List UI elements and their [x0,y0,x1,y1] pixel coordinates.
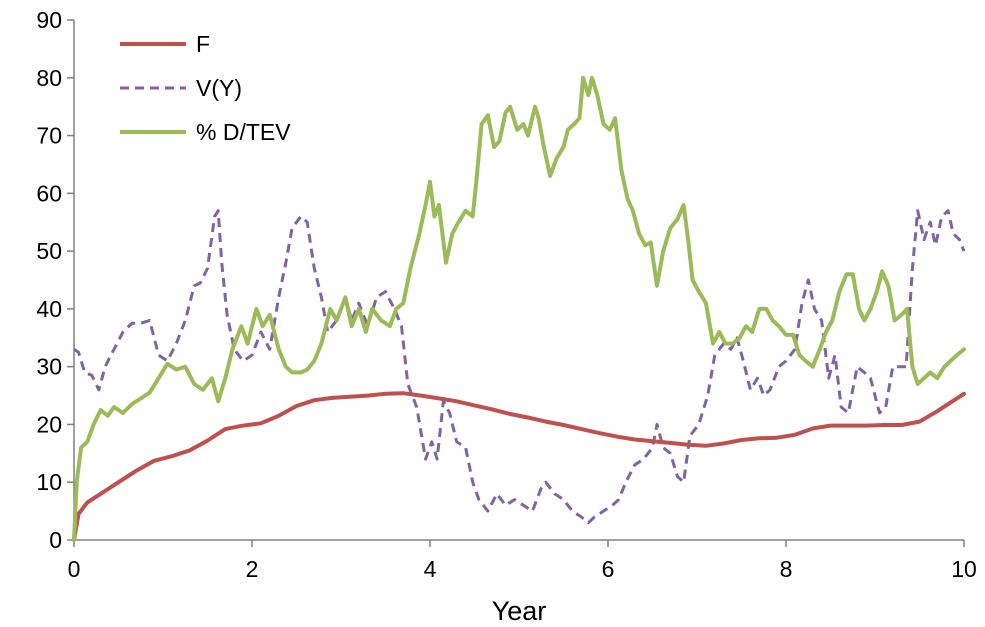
series-layer [72,75,966,542]
y-tick-label: 70 [36,123,62,149]
x-tick-label: 6 [602,556,615,582]
x-tick-label: 0 [68,556,81,582]
y-tick-label: 0 [49,527,62,553]
legend-label: V(Y) [196,75,242,101]
y-axis-ticks: 0 10 20 30 40 50 60 70 80 90 [36,7,74,553]
y-tick-label: 30 [36,354,62,380]
x-axis-ticks: 0 2 4 6 8 10 [68,540,977,582]
y-tick-label: 10 [36,469,62,495]
x-axis-title: Year [492,596,547,626]
legend: F V(Y) % D/TEV [120,31,291,145]
series-line-d-tev [72,75,966,542]
y-tick-label: 50 [36,238,62,264]
legend-label: % D/TEV [196,119,291,145]
y-tick-label: 90 [36,7,62,33]
y-tick-label: 80 [36,65,62,91]
x-tick-label: 2 [246,556,259,582]
series-line-f [72,391,966,542]
x-tick-label: 10 [951,556,977,582]
x-tick-label: 4 [424,556,437,582]
series-line-v-y [73,209,966,525]
y-tick-label: 60 [36,180,62,206]
y-tick-label: 40 [36,296,62,322]
y-tick-label: 20 [36,411,62,437]
legend-label: F [196,31,210,57]
x-tick-label: 8 [780,556,793,582]
